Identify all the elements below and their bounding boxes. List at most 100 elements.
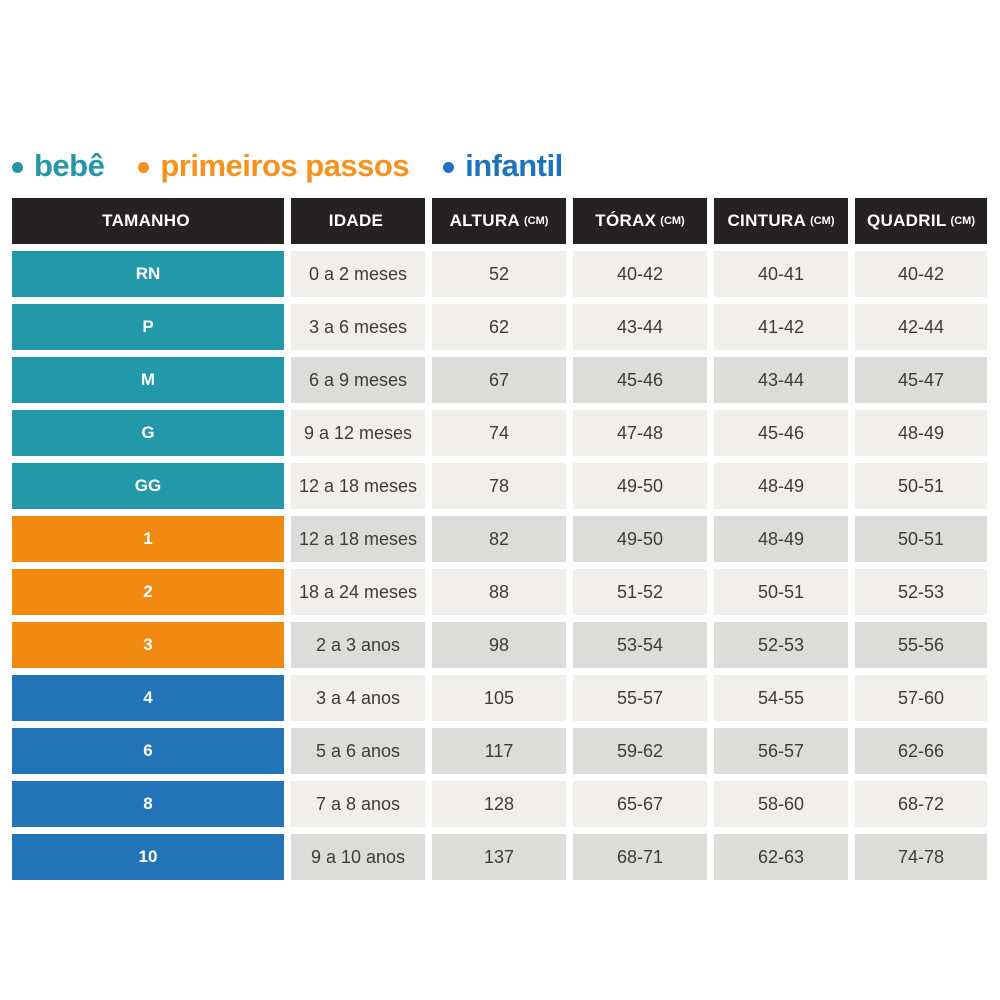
hip-cell: 62-66 (855, 728, 987, 774)
waist-cell: 48-49 (714, 516, 848, 562)
hip-cell: 50-51 (855, 463, 987, 509)
age-cell: 7 a 8 anos (291, 781, 425, 827)
age-cell: 5 a 6 anos (291, 728, 425, 774)
table-header-row: TAMANHO IDADE ALTURA (CM) TÓRAX (CM) CINTU… (12, 198, 988, 244)
size-cell: RN (12, 251, 284, 297)
height-cell: 128 (432, 781, 566, 827)
table-row: GG 12 a 18 meses 78 49-50 48-49 50-51 (12, 463, 988, 509)
column-header-idade: IDADE (291, 198, 425, 244)
height-cell: 98 (432, 622, 566, 668)
height-cell: 62 (432, 304, 566, 350)
legend-label-primeiros-passos: primeiros passos (160, 148, 410, 183)
age-cell: 3 a 6 meses (291, 304, 425, 350)
chest-cell: 40-42 (573, 251, 707, 297)
chest-cell: 43-44 (573, 304, 707, 350)
age-cell: 6 a 9 meses (291, 357, 425, 403)
height-cell: 67 (432, 357, 566, 403)
table-row: 2 18 a 24 meses 88 51-52 50-51 52-53 (12, 569, 988, 615)
legend-label-infantil: infantil (465, 148, 563, 183)
age-cell: 0 a 2 meses (291, 251, 425, 297)
height-cell: 78 (432, 463, 566, 509)
chest-cell: 51-52 (573, 569, 707, 615)
waist-cell: 56-57 (714, 728, 848, 774)
hip-cell: 68-72 (855, 781, 987, 827)
waist-cell: 45-46 (714, 410, 848, 456)
waist-cell: 52-53 (714, 622, 848, 668)
age-cell: 3 a 4 anos (291, 675, 425, 721)
age-cell: 18 a 24 meses (291, 569, 425, 615)
size-cell: 4 (12, 675, 284, 721)
waist-cell: 54-55 (714, 675, 848, 721)
hip-cell: 45-47 (855, 357, 987, 403)
column-header-cintura: CINTURA (CM) (714, 198, 848, 244)
hip-cell: 48-49 (855, 410, 987, 456)
column-header-torax: TÓRAX (CM) (573, 198, 707, 244)
waist-cell: 48-49 (714, 463, 848, 509)
bullet-icon (443, 162, 455, 173)
age-cell: 2 a 3 anos (291, 622, 425, 668)
chest-cell: 53-54 (573, 622, 707, 668)
size-cell: 6 (12, 728, 284, 774)
size-cell: 3 (12, 622, 284, 668)
hip-cell: 55-56 (855, 622, 987, 668)
waist-cell: 58-60 (714, 781, 848, 827)
bullet-icon (138, 162, 150, 173)
table-row: RN 0 a 2 meses 52 40-42 40-41 40-42 (12, 251, 988, 297)
height-cell: 117 (432, 728, 566, 774)
waist-cell: 43-44 (714, 357, 848, 403)
size-chart: bebê primeiros passos infantil TAMANHO I… (12, 146, 988, 887)
hip-cell: 74-78 (855, 834, 987, 880)
chest-cell: 47-48 (573, 410, 707, 456)
chest-cell: 68-71 (573, 834, 707, 880)
size-cell: 10 (12, 834, 284, 880)
waist-cell: 41-42 (714, 304, 848, 350)
table-body: RN 0 a 2 meses 52 40-42 40-41 40-42 P 3 a 6 mes… (12, 251, 988, 880)
age-cell: 12 a 18 meses (291, 516, 425, 562)
waist-cell: 62-63 (714, 834, 848, 880)
age-cell: 9 a 12 meses (291, 410, 425, 456)
age-cell: 12 a 18 meses (291, 463, 425, 509)
height-cell: 137 (432, 834, 566, 880)
height-cell: 105 (432, 675, 566, 721)
waist-cell: 50-51 (714, 569, 848, 615)
chest-cell: 45-46 (573, 357, 707, 403)
chest-cell: 59-62 (573, 728, 707, 774)
column-header-altura: ALTURA (CM) (432, 198, 566, 244)
legend-item-primeiros-passos: primeiros passos (138, 148, 410, 184)
hip-cell: 52-53 (855, 569, 987, 615)
size-cell: P (12, 304, 284, 350)
legend-item-bebe: bebê (12, 148, 105, 184)
height-cell: 82 (432, 516, 566, 562)
chest-cell: 55-57 (573, 675, 707, 721)
height-cell: 88 (432, 569, 566, 615)
table-row: 1 12 a 18 meses 82 49-50 48-49 50-51 (12, 516, 988, 562)
column-header-tamanho: TAMANHO (12, 198, 284, 244)
bullet-icon (12, 162, 23, 173)
legend-item-infantil: infantil (443, 148, 563, 184)
column-header-quadril: QUADRIL (CM) (855, 198, 987, 244)
hip-cell: 40-42 (855, 251, 987, 297)
size-chart-table: TAMANHO IDADE ALTURA (CM) TÓRAX (CM) CINTU… (12, 198, 988, 880)
legend: bebê primeiros passos infantil (12, 146, 988, 186)
size-cell: 1 (12, 516, 284, 562)
table-row: 10 9 a 10 anos 137 68-71 62-63 74-78 (12, 834, 988, 880)
hip-cell: 42-44 (855, 304, 987, 350)
waist-cell: 40-41 (714, 251, 848, 297)
size-cell: 8 (12, 781, 284, 827)
size-cell: 2 (12, 569, 284, 615)
size-cell: G (12, 410, 284, 456)
height-cell: 52 (432, 251, 566, 297)
chest-cell: 49-50 (573, 516, 707, 562)
chest-cell: 65-67 (573, 781, 707, 827)
legend-label-bebe: bebê (34, 148, 105, 183)
chest-cell: 49-50 (573, 463, 707, 509)
hip-cell: 57-60 (855, 675, 987, 721)
size-cell: GG (12, 463, 284, 509)
height-cell: 74 (432, 410, 566, 456)
